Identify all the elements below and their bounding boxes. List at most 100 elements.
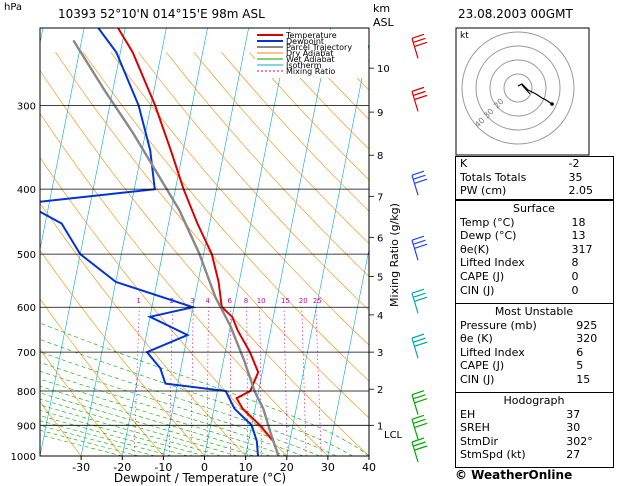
mixing-ratio-line xyxy=(259,307,262,456)
dry-adiabat xyxy=(40,112,329,456)
dry-adiabat xyxy=(138,52,369,311)
legend-dry-adiabat: Dry Adiabat xyxy=(286,49,333,58)
s-dewp-value: 13 xyxy=(571,229,586,243)
mixing-ratio-tick-label: 20 xyxy=(299,297,308,305)
dry-adiabat xyxy=(40,202,246,456)
km-tick-label: 4 xyxy=(377,311,383,322)
wind-barb xyxy=(411,288,428,314)
legend: Temperature Dewpoint Parcel Trajectory D… xyxy=(255,30,368,78)
pressure-tick-label: 600 xyxy=(17,303,36,314)
wet-adiabat xyxy=(40,392,254,456)
mixing-ratio-tick-label: 10 xyxy=(257,297,266,305)
indices-top xyxy=(455,156,614,200)
km-tick-label: 7 xyxy=(377,192,383,203)
s-dewp-label: Dewp (°C) xyxy=(460,229,517,243)
legend-parcel: Parcel Trajectory xyxy=(286,43,352,52)
station-info: 10393 52°10'N 014°15'E 98m ASL xyxy=(58,7,265,21)
x-tick-label: 20 xyxy=(280,461,294,474)
mixing-ratio-line xyxy=(246,307,249,456)
s-theta-label: θe(K) xyxy=(460,242,490,256)
mu-title: Most Unstable xyxy=(494,305,574,318)
hpa-label: hPa xyxy=(4,2,23,13)
stmspd-label: StmSpd (kt) xyxy=(460,448,526,462)
legend-dewpoint: Dewpoint xyxy=(286,37,324,46)
wet-adiabat xyxy=(40,361,320,456)
eh-value: 37 xyxy=(566,407,581,421)
hodograph-unit: kt xyxy=(460,31,469,41)
isotherm-line xyxy=(40,28,85,252)
hodo-table: Hodograph EH 37 SREH 30 StmDir 302° StmSpd … xyxy=(456,394,612,462)
km-tick-label: 3 xyxy=(377,348,383,359)
mu-p-value: 925 xyxy=(576,318,598,332)
s-cape-label: CAPE (J) xyxy=(460,269,505,283)
x-axis-label: Dewpoint / Temperature (°C) xyxy=(114,471,286,485)
s-cape-value: 0 xyxy=(571,269,579,283)
stmspd-value: 27 xyxy=(566,448,581,462)
isotherm-line xyxy=(245,28,332,456)
wet-adiabat xyxy=(40,410,205,456)
km-tick-label: 5 xyxy=(377,273,383,284)
mixing-ratio-line xyxy=(206,307,209,456)
dry-adiabat xyxy=(221,52,369,212)
mu-cin-label: CIN (J) xyxy=(460,372,495,386)
tt-label: Totals Totals xyxy=(460,170,527,184)
wind-barb xyxy=(411,437,428,463)
dry-adiabat xyxy=(40,249,205,456)
dry-adiabat xyxy=(248,52,369,181)
mu-li-label: Lifted Index xyxy=(460,345,525,359)
isotherm-line xyxy=(204,28,291,456)
plot-frame xyxy=(39,27,370,457)
legend-mixing-ratio: Mixing Ratio xyxy=(286,67,335,76)
mu-theta-label: θe (K) xyxy=(460,332,493,346)
asl-label: ASL xyxy=(373,16,394,29)
hodo-title: Hodograph xyxy=(503,394,565,407)
k-value: -2 xyxy=(568,157,580,170)
mixing-ratio-tick-label: 25 xyxy=(313,297,322,305)
isotherm-line xyxy=(80,28,167,456)
isotherm-line xyxy=(327,247,369,456)
pw-value: 2.05 xyxy=(568,184,594,198)
dry-adiabat xyxy=(40,69,369,456)
stmdir-label: StmDir xyxy=(460,434,499,448)
surface-title: Surface xyxy=(513,202,555,215)
s-theta-value: 317 xyxy=(571,242,593,256)
s-cin-label: CIN (J) xyxy=(460,283,495,297)
wet-adiabat xyxy=(40,322,369,456)
mu-cape-label: CAPE (J) xyxy=(460,359,505,373)
pressure-tick-label: 400 xyxy=(17,185,36,196)
s-temp-label: Temp (°C) xyxy=(460,215,515,229)
wind-barbs xyxy=(411,33,428,463)
x-tick-label: -10 xyxy=(154,461,172,474)
wet-adiabat xyxy=(40,385,271,456)
x-tick-label: 0 xyxy=(201,461,208,474)
mu-li-value: 6 xyxy=(576,345,584,359)
mixing-ratio-tick-label: 6 xyxy=(228,297,233,305)
legend-isotherm: Isotherm xyxy=(286,61,322,70)
sreh-label: SREH xyxy=(460,421,490,435)
mixing-ratio-line xyxy=(315,307,322,456)
isotherm-line xyxy=(286,41,369,456)
wind-barb xyxy=(411,333,428,359)
mixing-ratio-line xyxy=(190,307,194,456)
x-tick-label: -20 xyxy=(113,461,131,474)
pressure-tick-label: 800 xyxy=(17,387,36,398)
mu-p-label: Pressure (mb) xyxy=(460,318,537,332)
mu-table: Most Unstable Pressure (mb) 925 θe (K) 320… xyxy=(456,305,612,387)
legend-temperature: Temperature xyxy=(285,31,337,40)
surface-table: Surface Temp (°C) 18 Dewp (°C) 13 θe(K) 317… xyxy=(456,202,612,297)
pressure-tick-label: 1000 xyxy=(11,452,36,463)
s-cin-value: 0 xyxy=(571,283,579,297)
wind-barb xyxy=(411,414,428,440)
mixing-ratio-line xyxy=(301,307,307,456)
dewpoint-line xyxy=(40,28,259,456)
wet-adiabat xyxy=(40,398,238,456)
legend-wet-adiabat: Wet Adiabat xyxy=(286,55,335,64)
mixing-ratio-tick-label: 15 xyxy=(281,297,290,305)
temperature-line xyxy=(116,28,280,456)
km-tick-label: 2 xyxy=(377,385,383,396)
copyright: © WeatherOnline xyxy=(455,468,573,482)
dry-adiabat xyxy=(55,52,369,419)
wind-barb xyxy=(411,390,428,415)
hodograph: kt 40 30 20 xyxy=(455,27,590,156)
